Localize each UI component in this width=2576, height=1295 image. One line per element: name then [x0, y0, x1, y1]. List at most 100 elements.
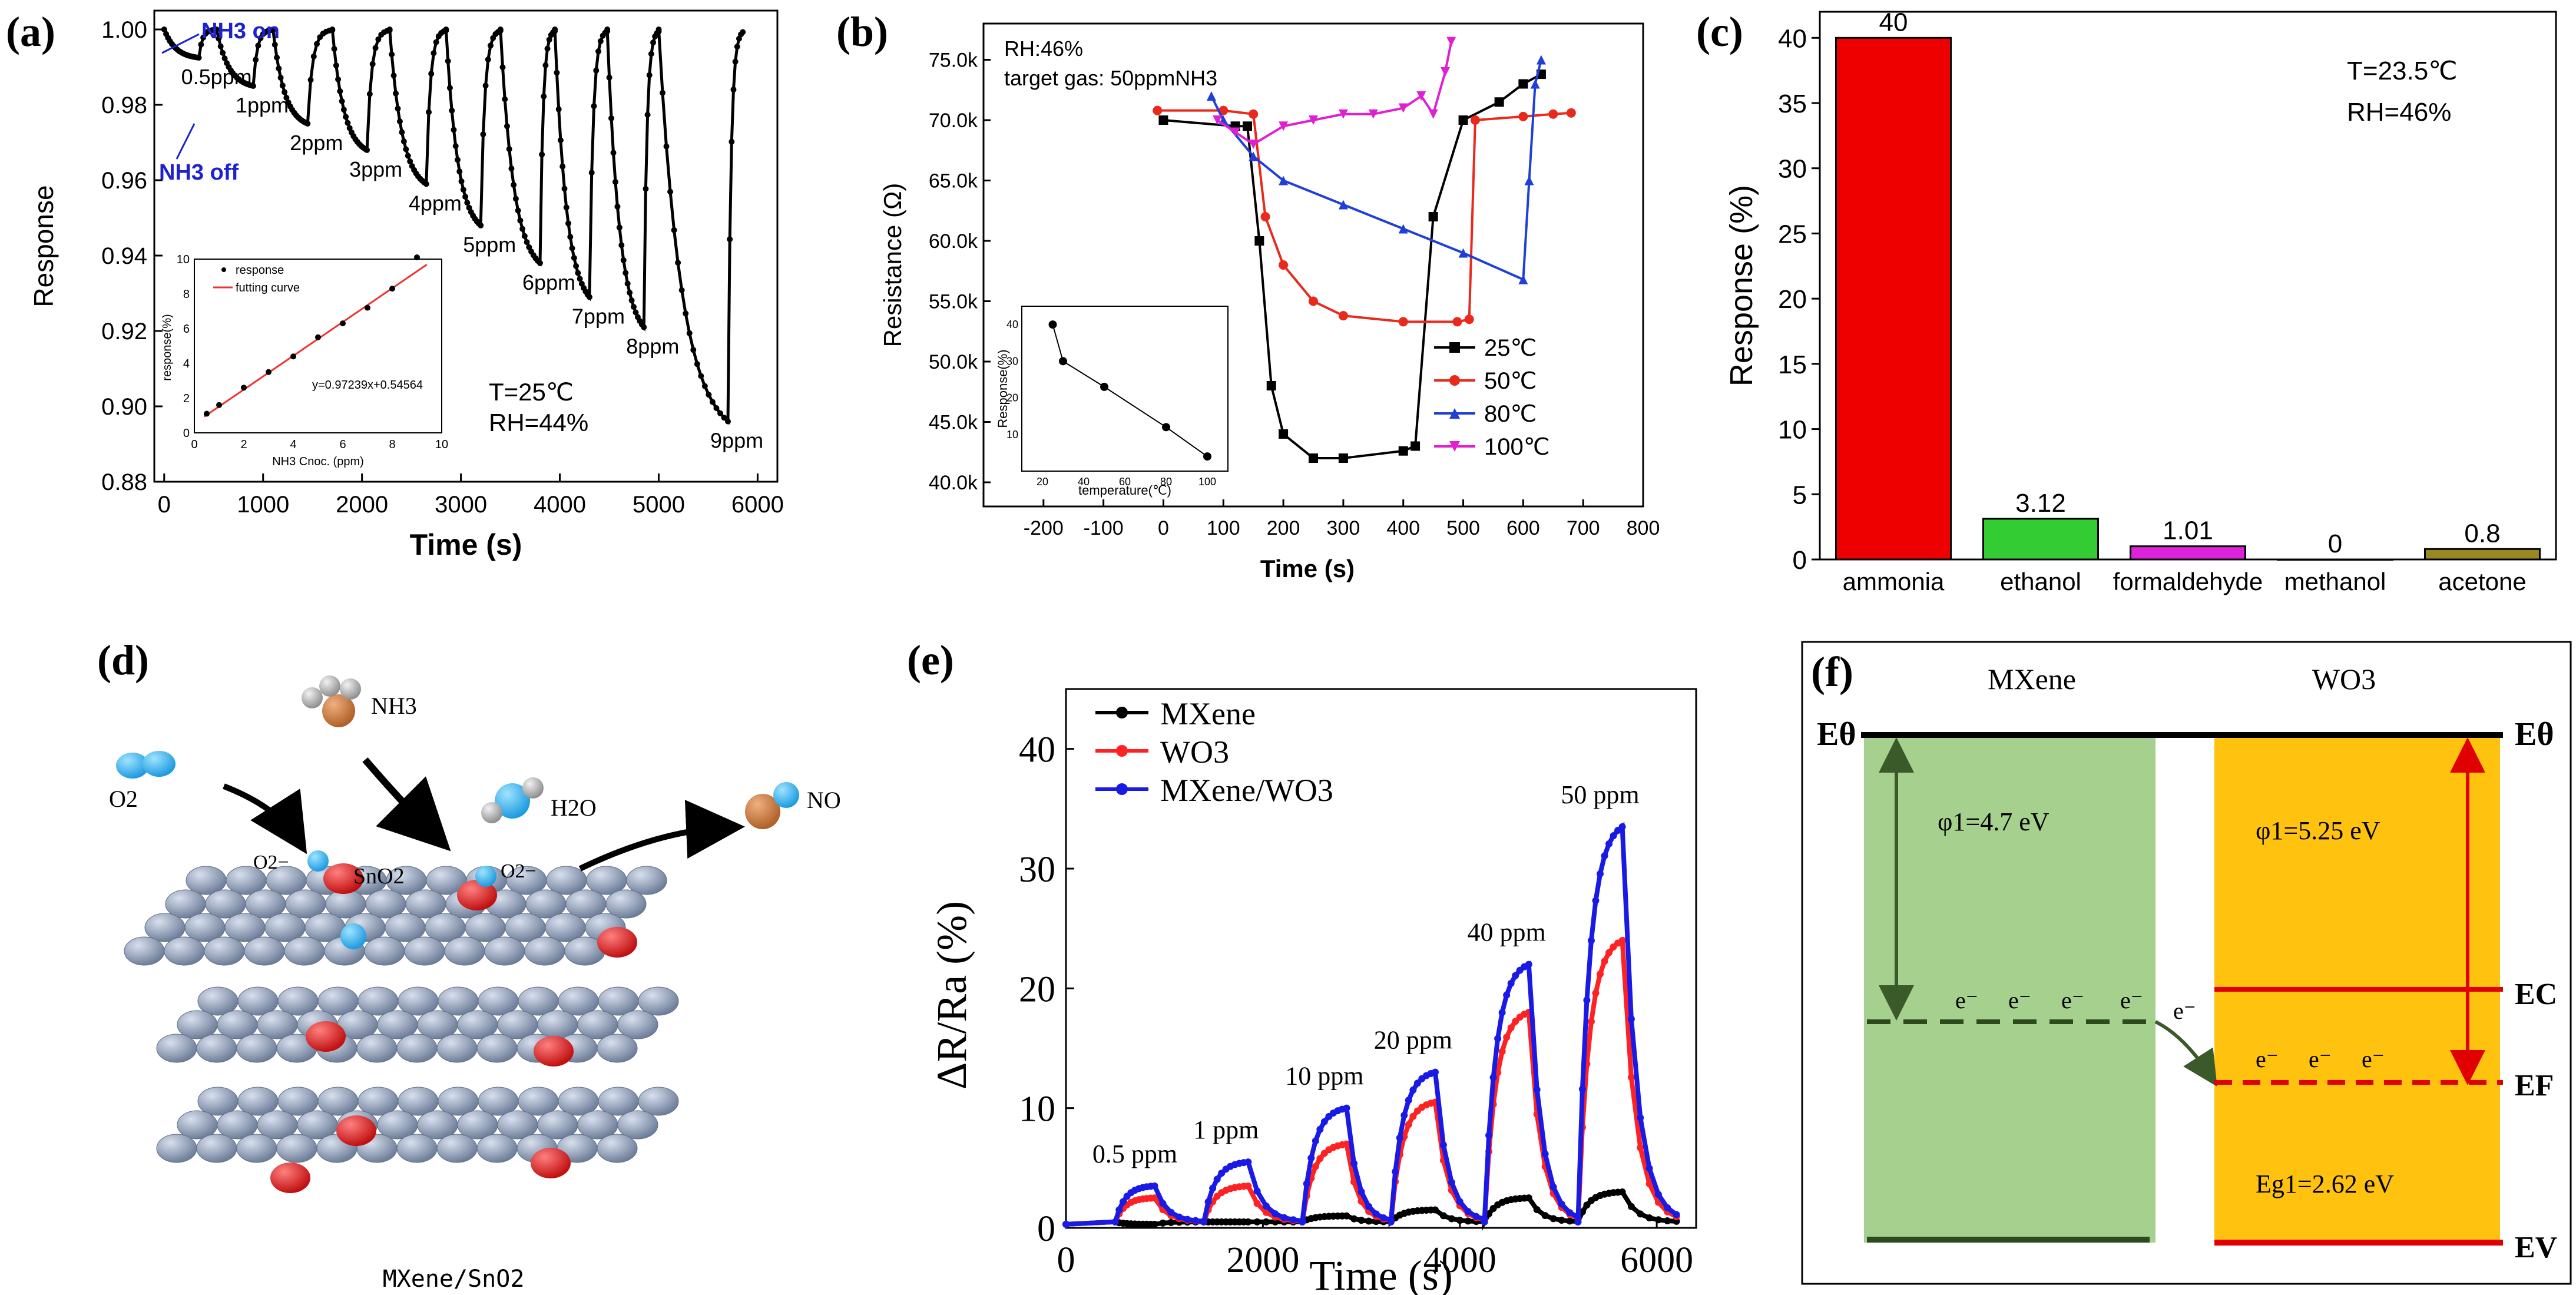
- panel-b-series-point: [1213, 115, 1223, 125]
- panel-a-response-point: [597, 38, 604, 44]
- panel-a-response-point: [663, 143, 670, 150]
- panel-e-ytick-label: 30: [1019, 850, 1055, 890]
- panel-c-humidity: RH=46%: [2347, 98, 2451, 127]
- panel-c-value-label: 1.01: [2163, 516, 2213, 545]
- panel-b-series-point: [1230, 127, 1240, 137]
- panel-e-series-point: [1637, 1210, 1644, 1218]
- panel-a-inset-frame: [194, 259, 442, 433]
- panel-e-series-point: [1601, 852, 1608, 860]
- panel-b-frame: [982, 22, 1644, 508]
- panel-a-response-point: [633, 309, 639, 316]
- panel-a-response-point: [729, 138, 735, 145]
- panel-a-inset-point: [315, 334, 321, 340]
- panel-a-response-point: [452, 143, 459, 150]
- panel-e-series-point: [1312, 1162, 1319, 1170]
- panel-a-response-point: [732, 58, 739, 65]
- panel-a-response-point: [504, 123, 510, 130]
- panel-a-response-point: [456, 168, 463, 175]
- panel-a-response-point: [717, 410, 723, 416]
- panel-b-ytick-label: 40.0k: [929, 472, 978, 494]
- panel-b-ytick-label: 65.0k: [929, 170, 978, 193]
- panel-a-response-point: [515, 207, 521, 214]
- panel-b-inset-xlabel: temperature(℃): [1078, 483, 1171, 498]
- panel-b-series: [1153, 37, 1576, 463]
- mxene-atom: [156, 1134, 197, 1163]
- panel-e-series-point: [1549, 1215, 1557, 1223]
- sno2-particle: [531, 1148, 571, 1178]
- panel-a-conc-label: 6ppm: [522, 270, 575, 294]
- panel-c-category-label: methanol: [2284, 568, 2386, 595]
- mxene-atom: [484, 936, 525, 966]
- panel-a-response-point: [506, 146, 512, 153]
- panel-a-response-point: [455, 157, 461, 163]
- panel-b-series-point: [1566, 108, 1576, 118]
- sno2-particle: [597, 927, 637, 958]
- panel-e-series-point: [1372, 1210, 1380, 1218]
- panel-e-series-point: [1400, 1111, 1408, 1119]
- panel-a-response-point: [389, 51, 395, 58]
- panel-e-legend-label: MXene: [1160, 696, 1256, 731]
- panel-c-ytick-label: 15: [1778, 350, 1807, 379]
- panel-a-response-point: [577, 276, 583, 282]
- panel-a-nh3-off-arrow: [176, 123, 196, 160]
- panel-e-series-point: [1485, 1132, 1493, 1140]
- panel-a-response-point: [554, 69, 560, 76]
- panel-c-value-label: 40: [1879, 8, 1908, 37]
- panel-a-response-point: [283, 94, 290, 101]
- panel-e-series-point: [1627, 1074, 1635, 1081]
- panel-b-rh: RH:46%: [1004, 37, 1083, 61]
- panel-f: (f) MXene WO3 Eθ Eθ φ1=4.7 eV e⁻ e⁻ e⁻ e…: [1801, 641, 2572, 1285]
- panel-a-response-point: [487, 42, 494, 49]
- panel-b-xtick-label: 600: [1506, 517, 1540, 539]
- panel-c: (c) 0 5 10 15 20 25 30 35 40 40 ammonia 3.12 ethano…: [1696, 8, 2557, 595]
- panel-a-inset-xtick-label: 4: [290, 438, 296, 451]
- panel-e-series-point: [1272, 1218, 1279, 1226]
- mxene-atom: [396, 1134, 438, 1163]
- sno2-particle: [270, 1162, 310, 1193]
- panel-e-series-point: [1253, 1200, 1261, 1207]
- panel-b-series-point: [1309, 296, 1318, 306]
- panel-e-series-point: [1627, 1203, 1635, 1210]
- mxene-electron-1: e⁻: [1955, 987, 1978, 1014]
- wo3-electron-3: e⁻: [2362, 1046, 2385, 1072]
- panel-a-response-point: [563, 204, 569, 211]
- panel-b-series-point: [1249, 109, 1259, 119]
- panel-c-ylabel: Response (%): [1724, 185, 1759, 386]
- panel-e-series-point: [1583, 996, 1591, 1004]
- mxene-atom: [164, 936, 205, 966]
- panel-e-series-point: [1204, 1198, 1212, 1205]
- adsorbed-oxygen-right: [475, 866, 496, 887]
- panel-e-series-point: [1596, 970, 1604, 978]
- panel-a-response-point: [608, 115, 615, 121]
- panel-a-response-point: [604, 27, 611, 32]
- transfer-electron: e⁻: [2173, 998, 2196, 1024]
- panel-b-ytick-label: 60.0k: [929, 230, 978, 253]
- panel-a-response-point: [446, 85, 453, 91]
- panel-e-ytick-label: 10: [1019, 1089, 1055, 1130]
- panel-a-inset-point: [241, 385, 247, 391]
- mxene-atom: [476, 1134, 518, 1163]
- panel-a-conc-label: 3ppm: [349, 157, 402, 181]
- panel-b-series-point: [1452, 317, 1462, 327]
- panel-e-xtick-label: 0: [1057, 1240, 1075, 1280]
- panel-a-ytick-label: 0.96: [101, 168, 147, 194]
- panel-a-response-point: [660, 90, 666, 96]
- sno2-particle: [336, 1115, 376, 1146]
- panel-b-series-point: [1446, 37, 1456, 47]
- panel-a-frame: [153, 9, 779, 483]
- panel-b-series-point: [1410, 441, 1421, 451]
- panel-a-inset-point: [216, 402, 222, 408]
- panel-e-series-point: [1566, 1217, 1574, 1225]
- mxene-atom: [617, 1010, 658, 1039]
- panel-b-series-point: [1368, 109, 1378, 119]
- panel-e-series-point: [1549, 1183, 1557, 1191]
- panel-a-conc-label: 5ppm: [463, 233, 516, 257]
- mxene-atom: [236, 1134, 277, 1163]
- panel-b-inset-xtick-label: 40: [1078, 476, 1090, 488]
- mxene-atom: [204, 936, 245, 966]
- panel-f-mxene-title: MXene: [1988, 663, 2076, 695]
- panel-a-response-point: [542, 62, 549, 68]
- mxene-atom: [638, 1087, 679, 1116]
- panel-e-series-point: [1525, 961, 1532, 968]
